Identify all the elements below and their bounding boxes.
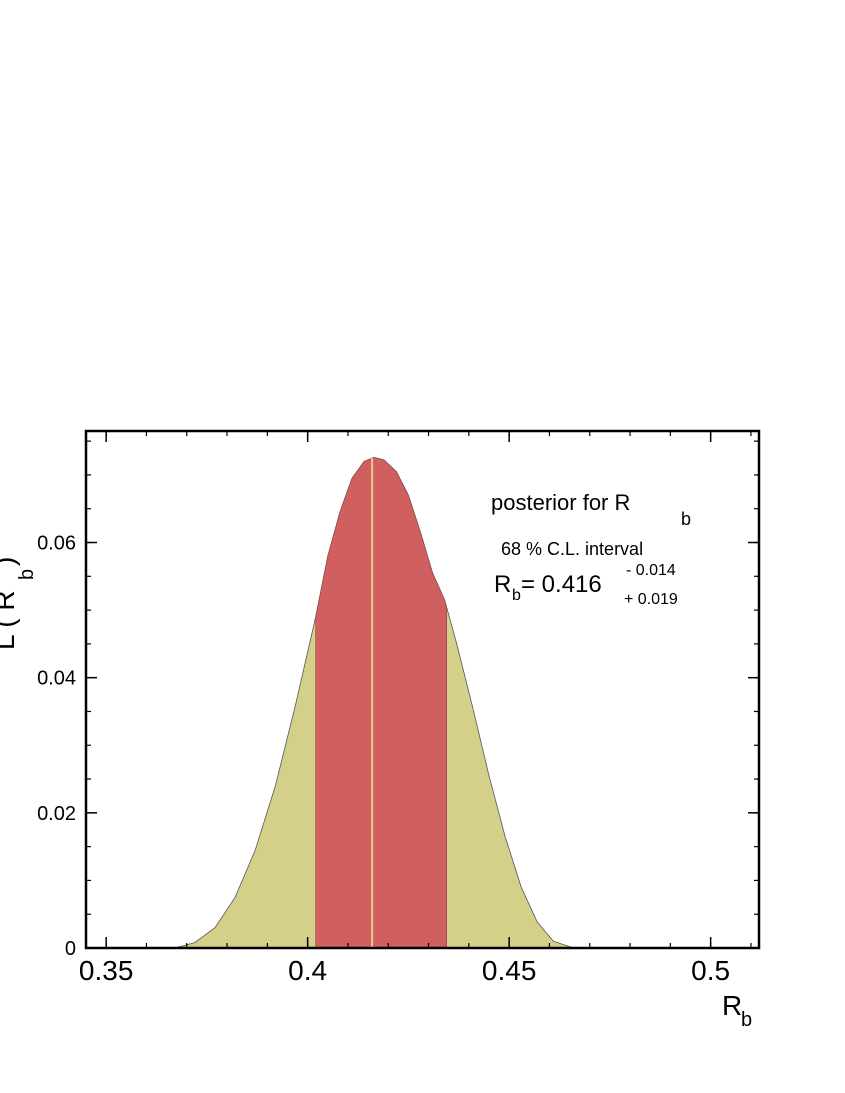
y-tick-label: 0.04	[37, 668, 76, 690]
y-axis-title: L ( R b )	[0, 557, 38, 650]
confidence-interval-area	[315, 457, 447, 949]
plot-frame	[84, 429, 761, 950]
annotation-value-lhs-sub: b	[512, 587, 521, 604]
x-tick-label: 0.5	[691, 955, 730, 986]
annotation-err-upper: - 0.014	[626, 562, 676, 579]
x-tick-label: 0.4	[288, 955, 327, 986]
x-axis-label-sub: b	[741, 1009, 752, 1031]
y-axis-label-sub: b	[16, 569, 38, 580]
annotation-subtitle: 68 % C.L. interval	[501, 539, 643, 559]
chart-fills	[174, 456, 574, 949]
x-tick-label: 0.35	[79, 955, 134, 986]
y-axis-label: L ( R	[0, 590, 20, 650]
x-axis-title: R b	[722, 990, 752, 1031]
annotation-err-lower: + 0.019	[624, 591, 678, 608]
annotation-value-lhs: R	[494, 571, 511, 598]
y-tick-label: 0	[65, 938, 76, 960]
chart-axes: 0.35 0.4 0.45 0.5 0 0.02 0.04 0.06	[37, 431, 759, 986]
annotation-title-sub: b	[681, 509, 691, 529]
annotation-title: posterior for R	[491, 490, 630, 515]
x-axis-label: R	[722, 990, 742, 1021]
y-tick-label: 0.02	[37, 803, 76, 825]
y-tick-label: 0.06	[37, 533, 76, 555]
annotation-value: = 0.416	[521, 571, 602, 598]
y-axis-label-close: )	[0, 557, 20, 566]
posterior-annotation: posterior for R b 68 % C.L. interval R b…	[491, 490, 691, 608]
x-tick-label: 0.45	[482, 955, 537, 986]
